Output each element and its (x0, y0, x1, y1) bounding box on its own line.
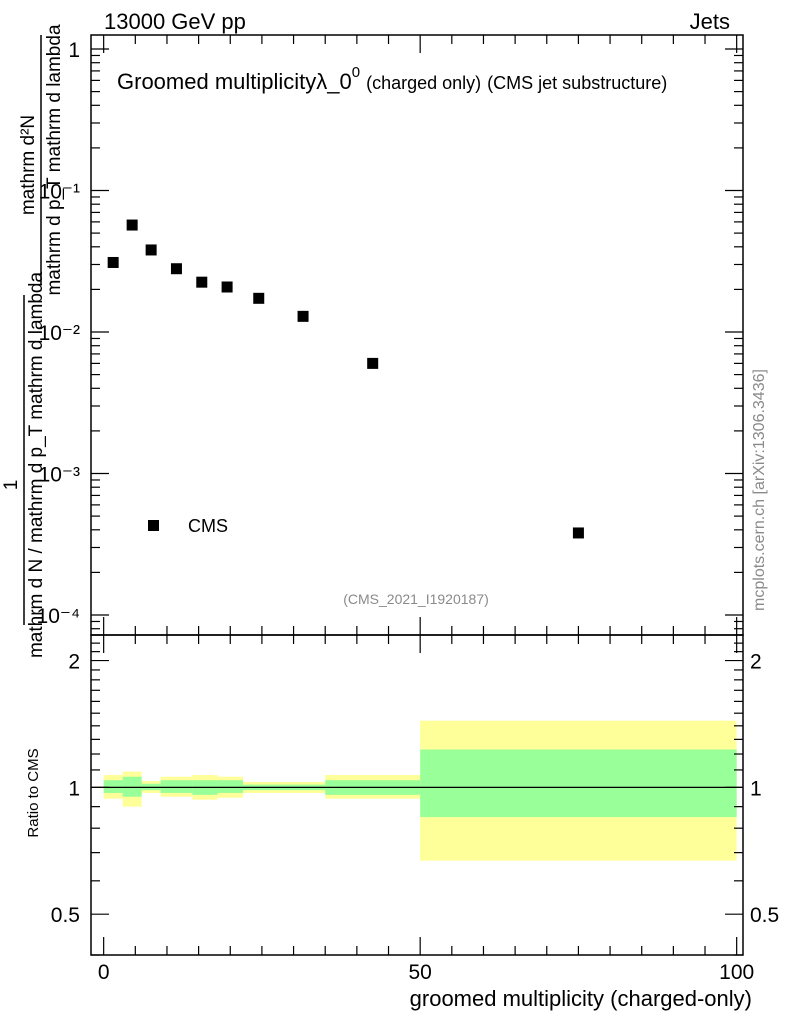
ratio-band-green (122, 776, 142, 797)
title-superscript: 0 (352, 64, 360, 81)
data-point (221, 281, 233, 293)
analysis-label: (CMS_2021_I1920187) (343, 591, 489, 607)
legend-marker (148, 520, 159, 531)
ylabel-numerator: 1 (1, 480, 22, 491)
data-points (107, 219, 584, 539)
y-tick-label: 1 (68, 39, 80, 62)
data-point (126, 219, 138, 231)
side-label: mcplots.cern.ch [arXiv:1306.3436] (751, 369, 768, 611)
ratio-band-green (217, 780, 243, 793)
ratio-y-tick-label-left: 2 (68, 651, 80, 674)
process-label: Jets (690, 9, 730, 34)
ratio-ticks (91, 634, 743, 956)
y-tick-label: 10⁻¹ (39, 181, 80, 204)
ratio-band-green (103, 780, 123, 793)
ratio-band-green (160, 780, 193, 793)
y-tick-label: 10⁻⁴ (37, 605, 80, 628)
ratio-tick-labels: 0.5 0.5 1 1 2 2 0 50 100 (51, 651, 779, 984)
main-y-ticks (91, 48, 743, 630)
title-main: Groomed multiplicity (117, 69, 316, 94)
data-point (170, 263, 182, 275)
ratio-y-tick-label-right: 0.5 (750, 904, 779, 927)
x-tick-label: 50 (408, 961, 431, 984)
ratio-plot-frame (90, 634, 744, 956)
main-plot-frame (90, 34, 744, 636)
ratio-y-tick-label-right: 1 (750, 777, 762, 800)
ylabel-denominator: mathrm d N / mathrm d p_T mathrm d lambd… (26, 272, 47, 659)
main-y-tick-labels: 1 10⁻¹ 10⁻² 10⁻³ 10⁻⁴ (37, 39, 80, 628)
energy-label: 13000 GeV pp (104, 9, 246, 34)
y-tick-label: 10⁻³ (39, 464, 80, 487)
data-point (297, 310, 309, 322)
data-point (253, 292, 265, 304)
ylabel-upper-numerator: mathrm d²N (18, 115, 39, 215)
data-point (572, 527, 584, 539)
data-point (145, 244, 157, 256)
title-suffix: (CMS jet substructure) (487, 73, 667, 93)
ratio-y-label: Ratio to CMS (25, 748, 42, 837)
y-tick-label: 10⁻² (39, 322, 80, 345)
x-tick-label: 100 (719, 961, 754, 984)
data-point (107, 256, 119, 268)
ratio-bands (103, 720, 737, 861)
title-note: (charged only) (366, 73, 481, 93)
ratio-band-green (420, 749, 737, 818)
main-y-axis-label: mathrm d²N mathrm d p_T mathrm d lambda … (1, 24, 65, 658)
ylabel-upper-denominator: mathrm d p_T mathrm d lambda (44, 24, 65, 295)
x-axis-label: groomed multiplicity (charged-only) (410, 986, 752, 1011)
x-tick-label: 0 (98, 961, 110, 984)
plot-title: Groomed multiplicityλ_00 (charged only) (C… (117, 64, 667, 94)
data-point (367, 357, 379, 369)
title-lambda: λ_0 (316, 69, 351, 94)
main-x-ticks (103, 35, 738, 635)
data-point (196, 276, 208, 288)
ratio-y-tick-label-left: 1 (68, 777, 80, 800)
legend-label: CMS (188, 516, 228, 536)
ratio-y-tick-label-right: 2 (750, 651, 762, 674)
ratio-y-tick-label-left: 0.5 (51, 904, 80, 927)
